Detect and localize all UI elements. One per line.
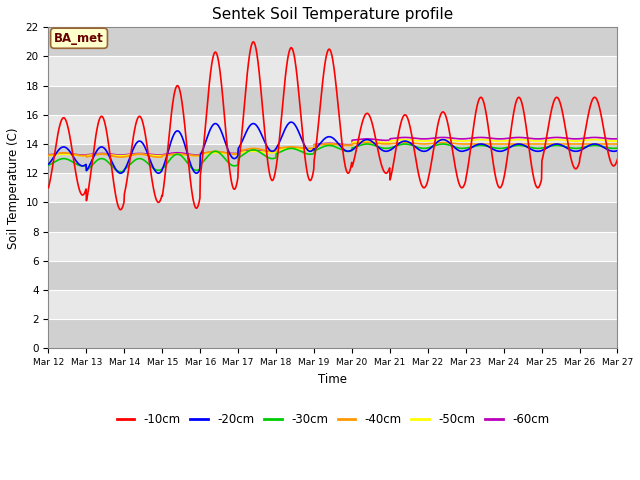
Bar <box>49 231 618 261</box>
Bar <box>49 85 618 115</box>
Title: Sentek Soil Temperature profile: Sentek Soil Temperature profile <box>212 7 454 22</box>
Legend: -10cm, -20cm, -30cm, -40cm, -50cm, -60cm: -10cm, -20cm, -30cm, -40cm, -50cm, -60cm <box>112 409 554 431</box>
X-axis label: Time: Time <box>319 372 348 385</box>
Bar <box>49 261 618 290</box>
Text: BA_met: BA_met <box>54 32 104 45</box>
Bar <box>49 203 618 231</box>
Y-axis label: Soil Temperature (C): Soil Temperature (C) <box>7 127 20 249</box>
Bar <box>49 27 618 57</box>
Bar <box>49 144 618 173</box>
Bar <box>49 115 618 144</box>
Bar <box>49 319 618 348</box>
Bar <box>49 57 618 85</box>
Bar <box>49 173 618 203</box>
Bar <box>49 290 618 319</box>
